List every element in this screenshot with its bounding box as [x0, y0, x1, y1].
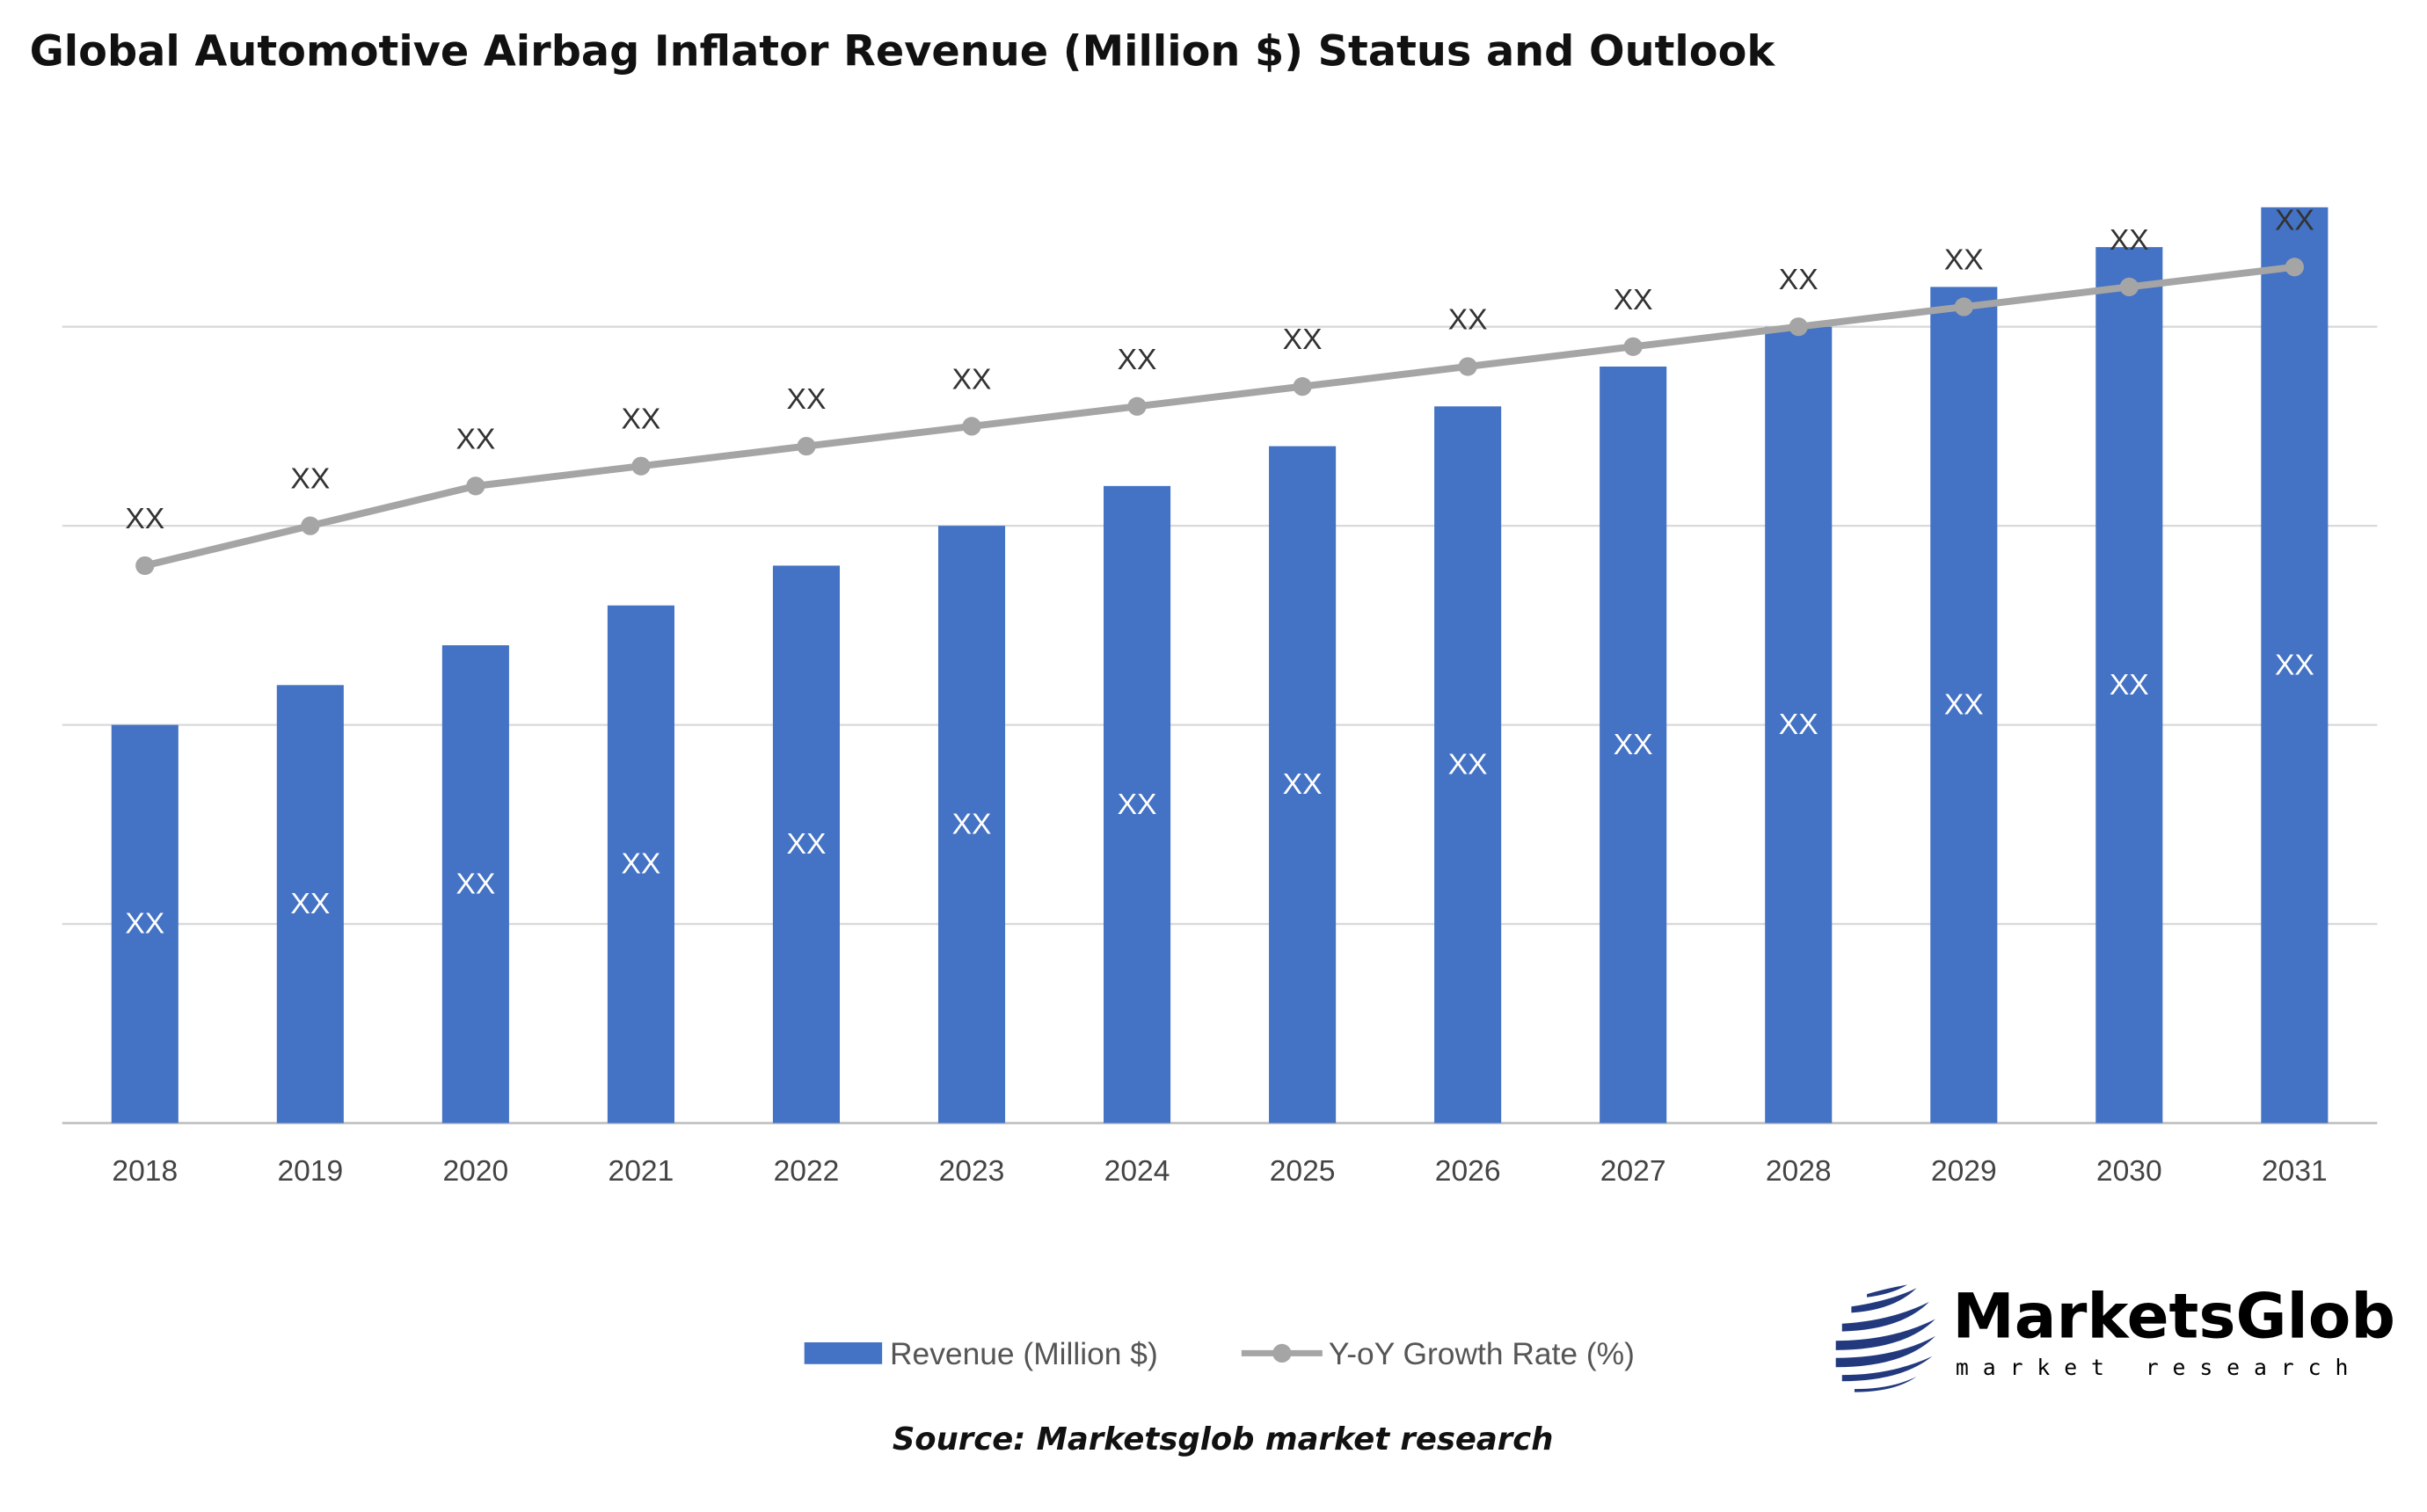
growth-point-2027 [1623, 337, 1643, 356]
bar-2027 [1600, 366, 1667, 1123]
growth-label-2025: XX [1283, 323, 1323, 356]
x-tick-2025: 2025 [1270, 1155, 1336, 1188]
bar-2029 [1930, 287, 1998, 1123]
x-tick-2019: 2019 [277, 1155, 343, 1188]
bar-2030 [2095, 247, 2163, 1123]
bar-2018 [111, 724, 179, 1123]
source-note: Source: Marketsglob market research [893, 1421, 1554, 1457]
growth-line [135, 258, 2304, 576]
x-tick-2026: 2026 [1435, 1155, 1501, 1188]
growth-point-2029 [1954, 297, 1973, 316]
x-tick-2024: 2024 [1104, 1155, 1170, 1188]
bar-label-2021: XX [622, 848, 661, 881]
legend-label-growth: Y-oY Growth Rate (%) [1329, 1337, 1635, 1371]
bar-2020 [441, 645, 509, 1123]
x-tick-2021: 2021 [609, 1155, 674, 1188]
bars [111, 207, 2329, 1123]
growth-point-2030 [2119, 277, 2139, 297]
x-tick-2018: 2018 [112, 1155, 178, 1188]
legend: Revenue (Million $) Y-oY Growth Rate (%) [804, 1337, 1635, 1371]
chart-title: Global Automotive Airbag Inflator Revenu… [30, 27, 1776, 76]
bar-label-2024: XX [1118, 789, 1157, 821]
growth-point-2025 [1293, 377, 1312, 396]
bar-label-2030: XX [2110, 669, 2149, 701]
bar-label-2029: XX [1944, 689, 1984, 722]
growth-label-2018: XX [125, 503, 164, 535]
growth-point-2028 [1789, 317, 1808, 337]
bar-2022 [772, 565, 841, 1123]
growth-point-2031 [2285, 258, 2304, 277]
data-labels: XX XX XX XX XX XX XX XX XX XX XX XX XX XX XX XX XX XX XX XX… [125, 204, 2314, 940]
bar-label-2022: XX [787, 828, 827, 861]
logo: MarketsGlob market research [1835, 1280, 2395, 1392]
bar-2021 [607, 605, 674, 1123]
growth-point-2024 [1127, 396, 1147, 416]
bar-2025 [1269, 446, 1337, 1123]
growth-label-2026: XX [1448, 304, 1488, 337]
growth-point-2019 [301, 516, 320, 535]
growth-point-2026 [1458, 357, 1477, 376]
growth-label-2031: XX [2275, 204, 2314, 236]
growth-point-2020 [466, 476, 485, 496]
growth-label-2030: XX [2110, 224, 2149, 257]
x-tick-2027: 2027 [1600, 1155, 1666, 1188]
logo-tagline: market research [1956, 1355, 2362, 1380]
growth-label-2022: XX [787, 383, 827, 416]
bar-2028 [1765, 326, 1833, 1123]
bar-label-2018: XX [125, 908, 164, 941]
growth-point-2018 [135, 556, 155, 576]
growth-line-path [143, 263, 2295, 570]
growth-label-2020: XX [456, 423, 495, 455]
legend-marker-growth [1272, 1343, 1292, 1363]
x-tick-2031: 2031 [2262, 1155, 2328, 1188]
bar-label-2031: XX [2275, 649, 2314, 681]
bar-label-2023: XX [952, 808, 992, 840]
growth-point-2021 [631, 456, 651, 476]
x-tick-2022: 2022 [774, 1155, 840, 1188]
x-tick-2030: 2030 [2096, 1155, 2162, 1188]
growth-label-2024: XX [1118, 344, 1157, 376]
growth-label-2027: XX [1614, 284, 1653, 316]
bar-2023 [937, 526, 1006, 1123]
growth-point-2022 [797, 436, 816, 456]
growth-label-2019: XX [290, 463, 330, 496]
bar-2031 [2261, 207, 2329, 1123]
bar-label-2026: XX [1448, 749, 1488, 781]
growth-label-2029: XX [1944, 244, 1984, 277]
globe-icon [1835, 1284, 1935, 1392]
legend-label-revenue: Revenue (Million $) [890, 1337, 1158, 1371]
x-tick-2023: 2023 [939, 1155, 1005, 1188]
bar-2019 [276, 685, 344, 1123]
legend-swatch-revenue [804, 1342, 883, 1364]
x-tick-2029: 2029 [1931, 1155, 1997, 1188]
gridlines [62, 325, 2378, 1124]
bar-label-2027: XX [1614, 729, 1653, 761]
growth-point-2023 [962, 417, 981, 436]
bar-label-2028: XX [1779, 709, 1818, 741]
growth-label-2028: XX [1779, 264, 1818, 296]
bar-label-2020: XX [456, 868, 495, 900]
x-tick-2020: 2020 [442, 1155, 508, 1188]
bar-label-2025: XX [1283, 768, 1323, 801]
bar-label-2019: XX [290, 888, 330, 920]
bar-2026 [1434, 406, 1502, 1123]
logo-name: MarketsGlob [1952, 1280, 2395, 1353]
growth-label-2021: XX [622, 403, 661, 436]
x-tick-2028: 2028 [1766, 1155, 1832, 1188]
growth-label-2023: XX [952, 363, 992, 396]
x-axis-ticks: 2018 2019 2020 2021 2022 2023 2024 2025 2026 2027… [112, 1155, 2327, 1188]
bar-2024 [1104, 485, 1171, 1123]
